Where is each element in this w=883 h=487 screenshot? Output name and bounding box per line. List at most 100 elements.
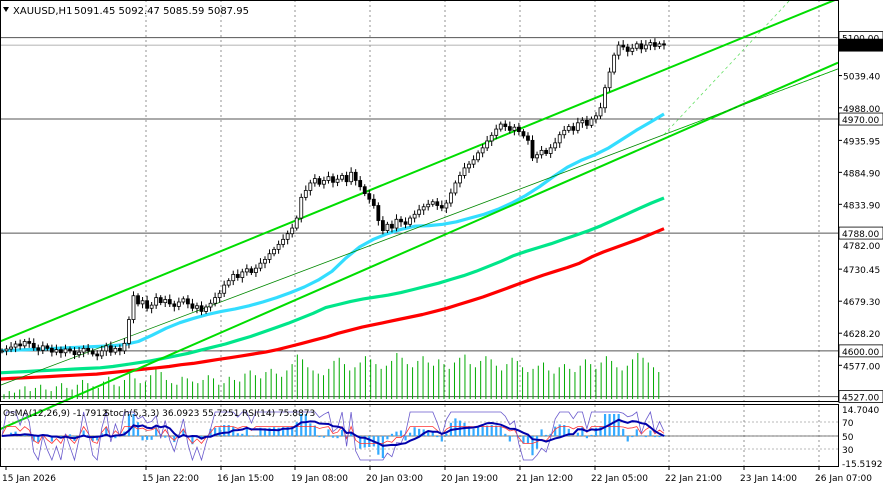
candle-body — [299, 196, 304, 219]
candle-body — [13, 343, 18, 348]
candle-body — [512, 126, 517, 131]
trend-channel — [0, 0, 839, 431]
candle-body — [176, 301, 181, 307]
osc-labels: OsMA(12,26,9) -1.7912 Stoch(5,3,3) 36.09… — [3, 409, 315, 419]
candle-body — [498, 123, 503, 130]
candle-body — [54, 349, 59, 353]
candle-body — [376, 205, 381, 221]
candle-body — [662, 43, 666, 46]
candle-body — [335, 178, 340, 183]
candle-body — [367, 193, 372, 200]
candle-body — [571, 126, 576, 131]
volume-bars — [3, 353, 660, 399]
candle-body — [231, 274, 236, 282]
candle-body — [145, 300, 149, 309]
candle-body — [603, 87, 607, 109]
candle-body — [630, 47, 635, 52]
candle-body — [172, 303, 177, 307]
candle-body — [648, 42, 653, 46]
candle-body — [517, 126, 521, 132]
candle-body — [131, 295, 136, 320]
candle-body — [31, 342, 36, 349]
osc-axis-label: 14.7040 — [842, 406, 879, 416]
candle-body — [344, 175, 349, 183]
time-tick-label: 16 Jan 15:00 — [217, 474, 274, 484]
candle-body — [503, 123, 508, 127]
candle-body — [353, 171, 358, 181]
ma-line — [0, 112, 665, 353]
price-tick-label: 4833.90 — [843, 201, 880, 211]
candle-body — [444, 202, 449, 209]
candle-body — [380, 220, 385, 231]
candle-body — [308, 182, 313, 191]
channel-line — [0, 0, 838, 343]
candle-body — [63, 348, 68, 354]
candle-body — [240, 271, 245, 278]
candle-body — [621, 44, 626, 48]
candle-body — [612, 54, 617, 73]
candle-body — [371, 198, 376, 206]
time-axis: 15 Jan 2026 15 Jan 22:00 16 Jan 15:00 19 Ja… — [2, 466, 872, 484]
time-tick-label: 15 Jan 22:00 — [142, 474, 199, 484]
channel-extension — [663, 68, 839, 135]
candle-body — [254, 267, 258, 273]
candle-body — [575, 122, 580, 131]
candle-body — [385, 223, 390, 231]
candle-body — [467, 163, 471, 169]
candle-body — [235, 274, 240, 278]
candle-body — [657, 43, 662, 47]
candle-body — [412, 213, 417, 219]
candle-body — [539, 149, 544, 156]
candle-body — [217, 292, 222, 299]
candle-body — [113, 347, 118, 353]
ma-line — [0, 196, 665, 375]
ma-line — [0, 227, 665, 381]
candle-body — [625, 46, 630, 52]
candle-body — [36, 347, 41, 351]
time-tick-label: 26 Jan 07:00 — [815, 474, 872, 484]
rsi-label: RSI(14) 75.8873 — [242, 409, 315, 419]
candle-body — [653, 42, 657, 47]
price-level-label: 4527.00 — [842, 394, 879, 404]
candle-body — [585, 119, 589, 126]
symbol-label: XAUUSD,H1 — [13, 6, 72, 17]
candle-body — [312, 178, 317, 184]
candle-body — [249, 268, 254, 273]
candle-body — [27, 341, 32, 344]
time-tick-label: 21 Jan 12:00 — [516, 474, 573, 484]
candle-body — [303, 190, 308, 198]
candle-body — [331, 176, 335, 183]
candle-body — [122, 342, 127, 352]
price-level-label: 4970.00 — [842, 116, 879, 126]
candle-body — [521, 131, 526, 137]
osc-axis-label: 50 — [842, 433, 854, 443]
candle-body — [566, 126, 571, 131]
candle-body — [281, 238, 286, 245]
candle-body — [349, 171, 354, 183]
candle-body — [195, 305, 199, 309]
candle-body — [340, 175, 344, 180]
dropdown-arrow-icon[interactable] — [3, 7, 9, 12]
candle-body — [181, 298, 186, 303]
header: XAUUSD,H1 5091.45 5092.47 5085.59 5087.9… — [3, 6, 249, 17]
time-tick-label: 23 Jan 14:00 — [740, 474, 797, 484]
candle-body — [580, 119, 585, 124]
candle-body — [136, 295, 140, 305]
candle-body — [45, 345, 50, 349]
price-tick-label: 5039.40 — [843, 73, 880, 83]
candle-body — [263, 258, 267, 264]
candle-body — [222, 284, 227, 294]
candle-body — [186, 298, 190, 305]
candle-body — [589, 118, 594, 126]
candle-body — [108, 345, 113, 353]
candle-body — [390, 223, 394, 229]
channel-line — [0, 68, 839, 386]
candle-body — [104, 345, 109, 352]
candle-body — [526, 135, 530, 141]
candle-body — [90, 350, 95, 355]
candle-body — [544, 149, 549, 154]
price-tick-label: 4782.00 — [843, 242, 880, 252]
candle-body — [127, 319, 131, 344]
candle-body — [59, 349, 63, 354]
